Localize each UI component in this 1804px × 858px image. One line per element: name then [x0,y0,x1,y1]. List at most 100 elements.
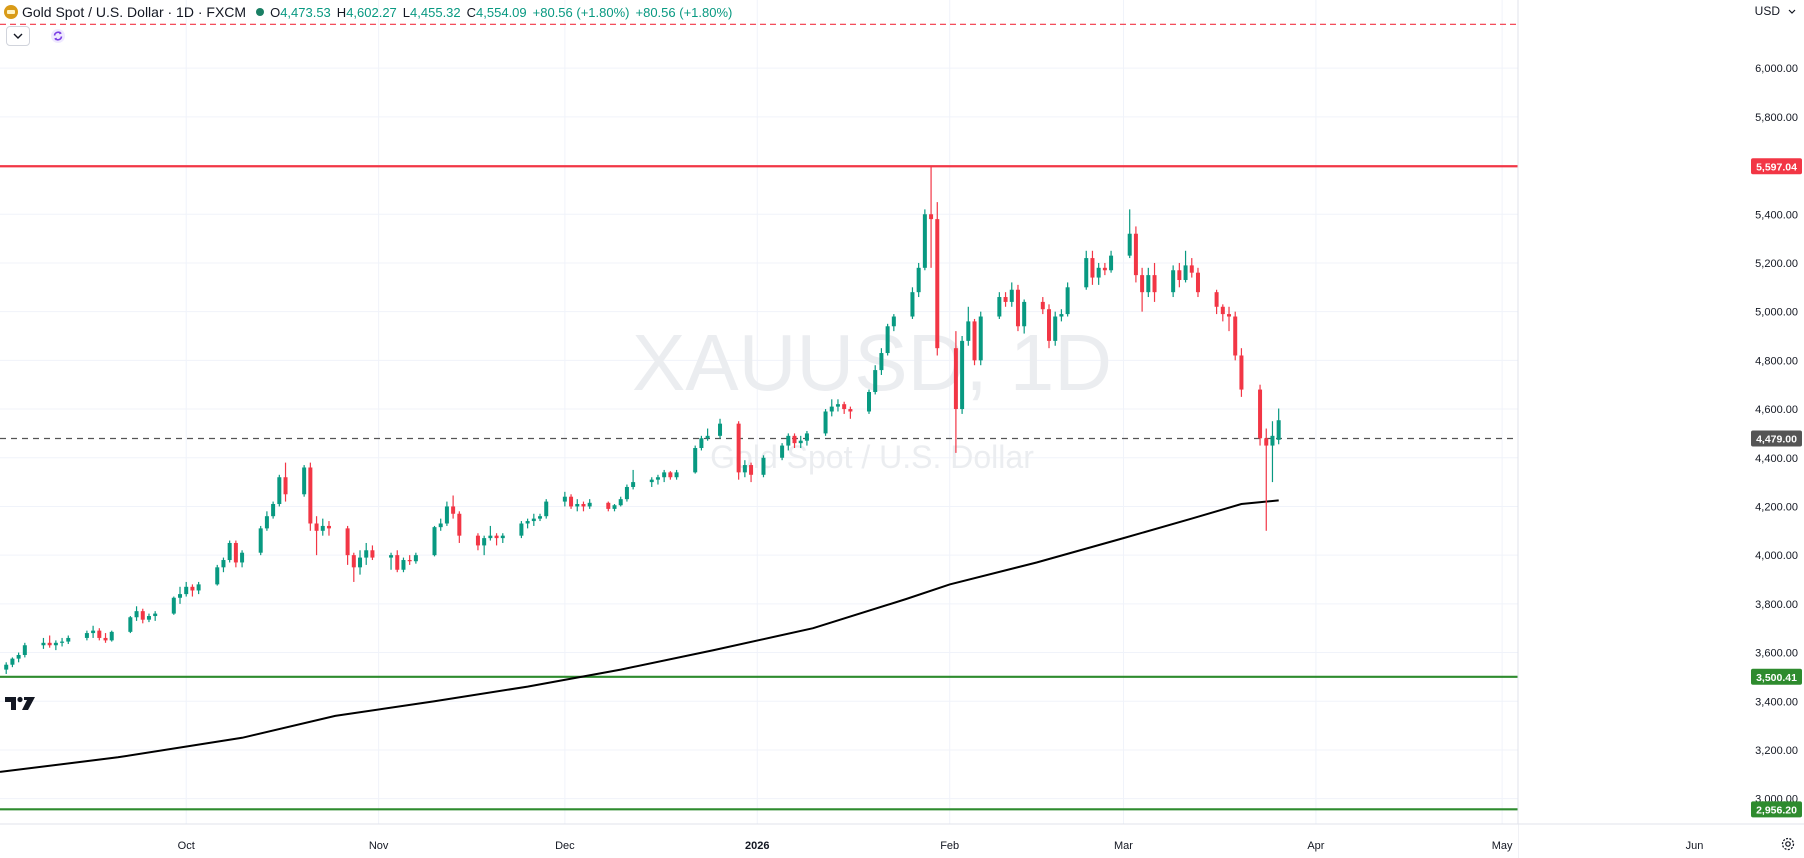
candle [1133,226,1138,283]
candle-body [389,555,394,558]
candle [674,469,679,480]
candle-body [922,214,927,268]
candle-body [457,513,462,536]
candle-body [829,406,834,412]
candle [935,202,940,356]
candle [668,471,673,480]
candle-body [997,297,1002,317]
candle-body [693,448,698,473]
candle-body [1133,233,1138,276]
y-tick-label: 4,200.00 [1755,501,1798,513]
candle-body [1009,289,1014,302]
candle [972,318,977,366]
candle-body [966,321,971,341]
candle-body [401,560,406,570]
candle-body [184,586,189,595]
candle [370,545,375,561]
candle [1102,262,1107,276]
time-axis: Oct Nov Dec 2026 Feb Mar Apr May Jun [0,823,1804,858]
candle-body [618,499,623,506]
candle [655,474,660,485]
symbol-title[interactable]: Gold Spot / U.S. Dollar · 1D · FXCM [22,4,247,20]
candle-body [438,523,443,528]
candle [475,533,480,551]
candle [1047,304,1052,349]
gold-icon [4,5,18,19]
currency-selector[interactable]: USD [1755,4,1796,18]
candle [835,399,840,412]
candle [221,557,226,573]
candle [457,511,462,543]
candle-body [1127,233,1132,256]
chevron-down-icon [1788,9,1796,14]
change-value-2: +80.56 (+1.80%) [635,4,733,20]
candle-body [500,535,505,539]
close-value: 4,554.09 [476,4,527,20]
refresh-button[interactable] [46,26,70,46]
candle [736,421,741,480]
candle [227,540,232,563]
candle-body [326,525,331,529]
candle [494,533,499,546]
candle [153,611,158,621]
candle [538,513,543,522]
candle-body [258,528,263,553]
candle-body [978,316,983,361]
y-tick-label: 3,400.00 [1755,696,1798,708]
candle [215,564,220,586]
candle-body [569,496,574,507]
candle-body [221,560,226,568]
y-tick-label: 3,200.00 [1755,745,1798,757]
candle [544,499,549,519]
candle-body [351,555,356,568]
candle-body [345,528,350,556]
candle [240,550,245,568]
settings-gear-icon[interactable] [1780,836,1796,852]
candle-body [718,423,723,436]
candle-body [1177,270,1182,280]
candle [1258,384,1263,446]
candle [966,306,971,346]
candle [1090,250,1095,285]
candle-body [761,457,766,475]
ma-line [0,499,1279,773]
candle-body [705,435,710,439]
candle [103,633,108,643]
candle-body [1090,258,1095,278]
candle [47,635,52,648]
candle [823,409,828,436]
candle [438,518,443,531]
candle-body [780,445,785,458]
candle [1227,306,1232,332]
candle [749,462,754,483]
candle [867,389,871,414]
y-tick-label: 5,800.00 [1755,112,1798,124]
candle [264,511,269,531]
candle [1109,250,1114,273]
collapse-legend-button[interactable] [6,26,30,46]
x-tick-label: 2026 [745,840,769,852]
candle-body [960,340,965,410]
candle [1059,309,1064,322]
candle-body [4,664,9,670]
candle [4,662,9,674]
symbol-watermark: XAUUSD, 1D Gold Spot / U.S. Dollar [632,318,1112,475]
y-tick-label: 3,600.00 [1755,648,1798,660]
candle [84,630,89,641]
tradingview-logo-icon[interactable] [4,694,36,712]
x-tick-label: Dec [555,840,575,852]
candle-body [848,409,853,412]
candle-body [1065,287,1070,315]
candle [922,209,927,271]
candle [128,616,133,634]
candle [1084,250,1089,290]
candle [97,628,102,641]
candle-body [575,504,580,507]
candle-body [407,560,412,562]
candle-body [823,411,828,434]
candle [649,477,654,487]
market-status-icon [256,8,265,16]
x-tick-label: Feb [940,840,959,852]
candle-body [742,465,747,473]
